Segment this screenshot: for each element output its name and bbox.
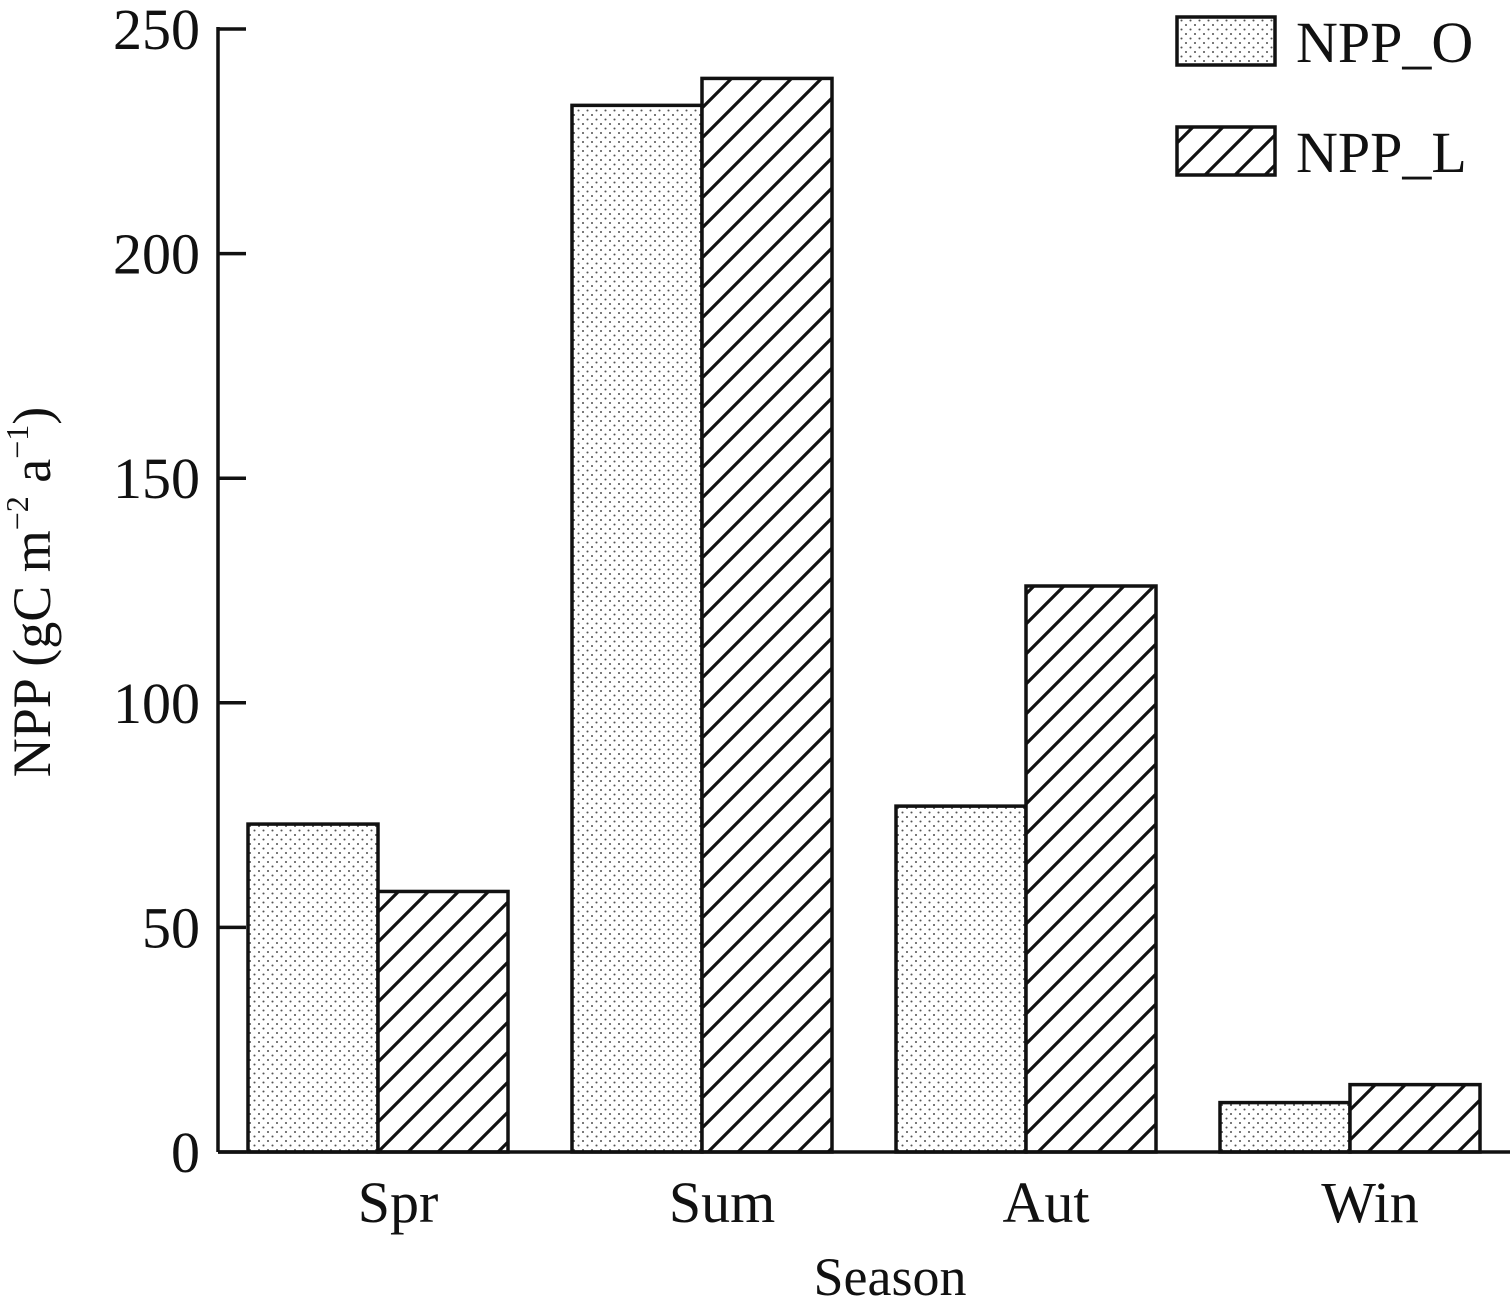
x-category-label-spr: Spr [358, 1170, 439, 1235]
y-tick-label-50: 50 [142, 895, 200, 960]
y-axis-title-prefix: NPP (gC m [2, 530, 62, 777]
bar-npp-l-spr [376, 889, 510, 1154]
y-tick-label-200: 200 [113, 222, 200, 287]
y-axis-title-exponent-2: −1 [0, 425, 35, 459]
x-axis-category-labels: Spr Sum Aut Win [358, 1170, 1419, 1235]
legend-label-npp-l: NPP_L [1296, 120, 1467, 185]
y-axis-title-suffix: ) [2, 407, 62, 425]
legend: NPP_O NPP_L [1175, 10, 1473, 185]
bar-series-group [246, 76, 1482, 1154]
y-tick-label-0: 0 [171, 1120, 200, 1185]
y-axis-ticks: 0 50 100 150 200 250 [113, 0, 246, 1185]
bar-npp-o-spr [246, 822, 380, 1154]
bar-npp-o-win [1218, 1100, 1352, 1154]
bar-npp-o-sum [570, 103, 704, 1154]
axes [216, 27, 1510, 1154]
legend-swatch-npp-o [1175, 15, 1277, 67]
bar-npp-o-aut [894, 804, 1028, 1154]
bar-npp-l-aut [1024, 584, 1158, 1154]
x-axis-title: Season [814, 1247, 967, 1301]
y-axis-title-exponent-1: −2 [0, 496, 35, 530]
y-axis-title-middle: a [2, 459, 62, 497]
y-tick-label-250: 250 [113, 0, 200, 62]
x-category-label-sum: Sum [669, 1170, 775, 1235]
x-category-label-aut: Aut [1003, 1170, 1090, 1235]
y-tick-label-150: 150 [113, 446, 200, 511]
legend-label-npp-o: NPP_O [1296, 10, 1473, 75]
y-tick-label-100: 100 [113, 671, 200, 736]
legend-swatch-npp-l [1175, 125, 1277, 177]
bar-npp-l-sum [700, 76, 834, 1154]
bar-npp-l-win [1348, 1082, 1482, 1154]
y-axis-title: NPP (gC m−2 a−1) [0, 407, 62, 778]
x-category-label-win: Win [1321, 1170, 1419, 1235]
